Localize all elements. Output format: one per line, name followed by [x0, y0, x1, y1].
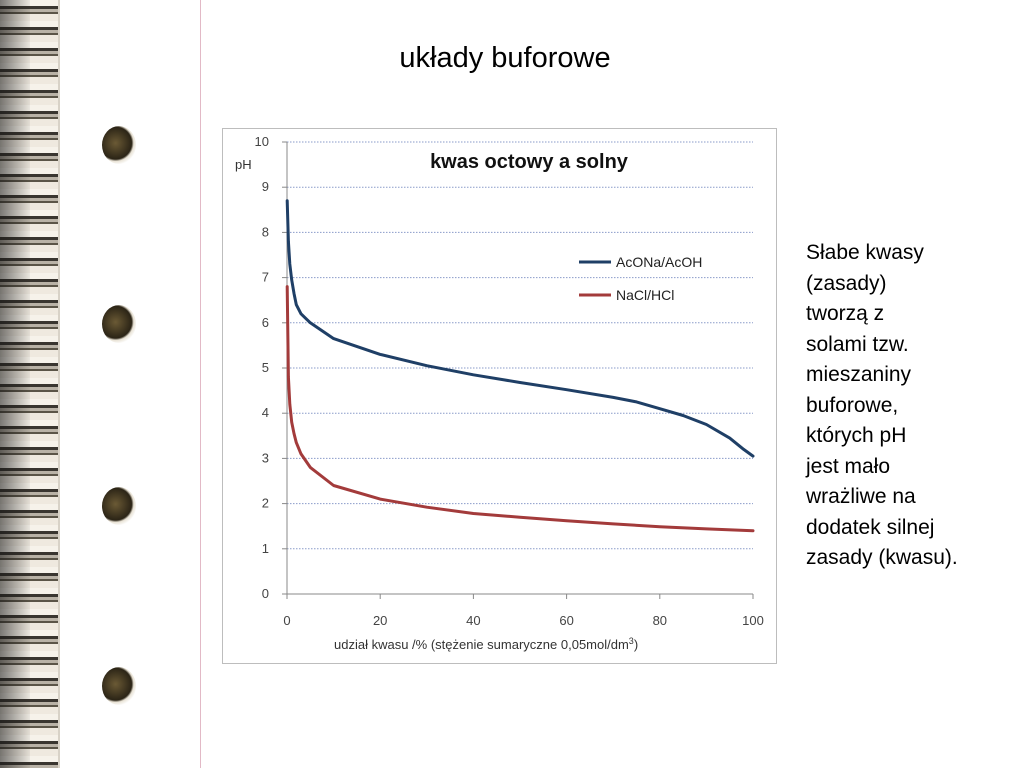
y-tick-label: 7 — [262, 270, 269, 285]
y-tick-label: 4 — [262, 405, 269, 420]
side-text-line: których pH — [806, 424, 907, 447]
punch-hole — [102, 305, 136, 343]
legend-label: AcONa/AcOH — [616, 254, 702, 270]
y-tick-label: 9 — [262, 179, 269, 194]
chart-frame: 0 1 2 3 4 5 6 7 8 9 10 0 20 40 60 80 100 kwas octowy a s… — [222, 128, 777, 664]
side-text-line: buforowe, — [806, 393, 899, 417]
series-line-2 — [285, 285, 755, 533]
y-tick-label: 1 — [262, 541, 269, 556]
x-tick-label: 40 — [466, 613, 480, 628]
y-tick-label: 2 — [262, 496, 269, 511]
y-tick-label: 8 — [262, 224, 269, 239]
x-tick-label: 0 — [283, 613, 290, 628]
y-axis-title: pH — [235, 157, 252, 172]
side-text-line: tworzą z — [806, 302, 885, 325]
page-title: układy buforowe — [399, 42, 611, 74]
y-tick-label: 6 — [262, 315, 269, 330]
x-axis-title: udział kwasu /% (stężenie sumaryczne 0,0… — [334, 636, 638, 652]
y-tick-label: 0 — [262, 586, 269, 601]
punch-hole — [102, 126, 136, 164]
margin-line — [200, 0, 201, 768]
legend-label: NaCl/HCl — [616, 287, 674, 303]
y-tick-label: 10 — [255, 134, 269, 149]
side-text-line: dodatek silnej — [806, 515, 935, 539]
side-text-line: solami tzw. — [806, 332, 909, 356]
y-tick-label: 3 — [262, 450, 269, 465]
punch-hole — [102, 487, 136, 525]
side-text-line: jest mało — [806, 454, 891, 478]
x-tick-label: 60 — [559, 613, 573, 628]
x-tick-label: 100 — [742, 613, 764, 628]
punch-hole — [102, 667, 136, 705]
side-text-line: zasady (kwasu). — [806, 546, 958, 569]
side-text-line: (zasady) — [806, 271, 887, 295]
series-line-1 — [285, 199, 755, 458]
spiral-binding — [0, 0, 60, 768]
side-text-line: mieszaniny — [806, 363, 912, 386]
x-tick-label: 80 — [653, 613, 667, 628]
side-text: Słabe kwasy (zasady) tworzą z solami tzw. mi… — [806, 238, 1016, 574]
side-text-line: Słabe kwasy — [806, 241, 924, 264]
chart-title: kwas octowy a solny — [430, 151, 629, 173]
y-tick-label: 5 — [262, 360, 269, 375]
side-text-line: wrażliwe na — [806, 485, 916, 508]
x-tick-label: 20 — [373, 613, 387, 628]
